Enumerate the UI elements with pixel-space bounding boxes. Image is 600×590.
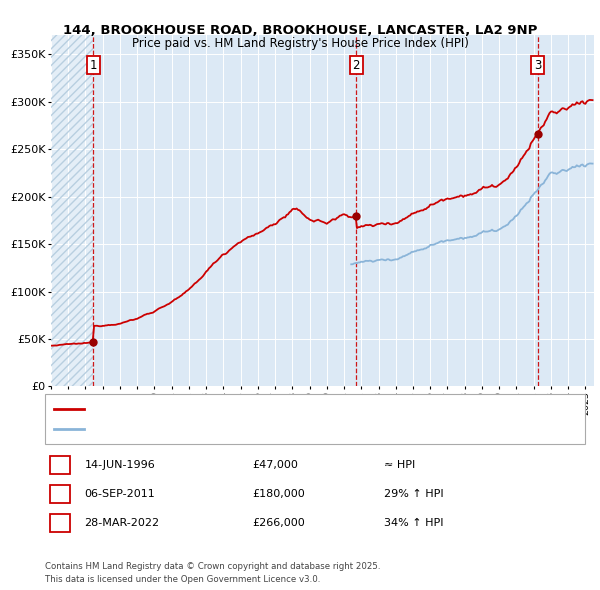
Text: £266,000: £266,000 (252, 518, 305, 527)
Bar (51, 35, 94, 386)
Text: This data is licensed under the Open Government Licence v3.0.: This data is licensed under the Open Gov… (45, 575, 320, 584)
Text: ≈ HPI: ≈ HPI (384, 460, 415, 470)
Text: 1: 1 (56, 458, 64, 471)
Text: 29% ↑ HPI: 29% ↑ HPI (384, 489, 443, 499)
Text: 1: 1 (89, 59, 97, 72)
Text: £180,000: £180,000 (252, 489, 305, 499)
Text: 3: 3 (56, 516, 64, 529)
Text: 28-MAR-2022: 28-MAR-2022 (85, 518, 160, 527)
Text: 14-JUN-1996: 14-JUN-1996 (85, 460, 155, 470)
Text: 2: 2 (353, 59, 360, 72)
Text: 144, BROOKHOUSE ROAD, BROOKHOUSE, LANCASTER, LA2 9NP (semi-detached house): 144, BROOKHOUSE ROAD, BROOKHOUSE, LANCAS… (90, 405, 520, 414)
Text: 2: 2 (56, 487, 64, 500)
Text: 144, BROOKHOUSE ROAD, BROOKHOUSE, LANCASTER, LA2 9NP: 144, BROOKHOUSE ROAD, BROOKHOUSE, LANCAS… (63, 24, 537, 37)
Text: £47,000: £47,000 (252, 460, 298, 470)
Text: 06-SEP-2011: 06-SEP-2011 (85, 489, 155, 499)
Bar (51, 35, 94, 386)
Text: 3: 3 (534, 59, 541, 72)
Text: Price paid vs. HM Land Registry's House Price Index (HPI): Price paid vs. HM Land Registry's House … (131, 37, 469, 50)
Text: HPI: Average price, semi-detached house, Lancaster: HPI: Average price, semi-detached house,… (90, 424, 346, 434)
Text: 34% ↑ HPI: 34% ↑ HPI (384, 518, 443, 527)
Text: Contains HM Land Registry data © Crown copyright and database right 2025.: Contains HM Land Registry data © Crown c… (45, 562, 380, 571)
